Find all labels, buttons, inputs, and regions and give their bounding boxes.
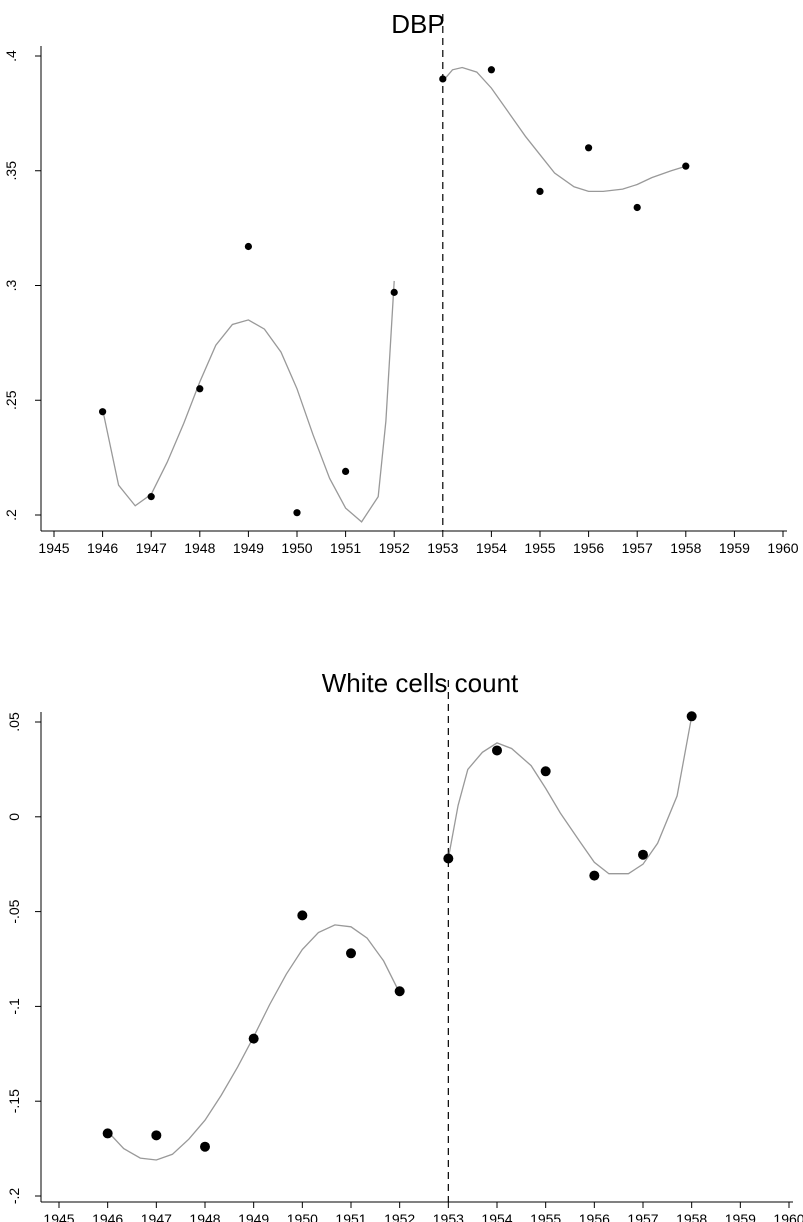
data-point bbox=[540, 766, 551, 777]
data-point bbox=[492, 745, 502, 756]
x-tick-label: 1951 bbox=[335, 1211, 366, 1222]
x-tick-label: 1948 bbox=[189, 1211, 220, 1222]
plot-area: 1945 1946 1947 1948 1949 1950 1951 1952 1953 1954… bbox=[3, 14, 799, 556]
data-point bbox=[342, 467, 350, 475]
y-tick-label: .4 bbox=[3, 50, 19, 62]
fit-line-pre bbox=[101, 280, 395, 523]
chart-title: White cells count bbox=[322, 668, 519, 698]
y-tick-label: -.05 bbox=[6, 899, 22, 923]
data-point bbox=[390, 288, 398, 296]
x-tick-label: 1953 bbox=[433, 1211, 464, 1222]
fit-line-post bbox=[442, 66, 686, 193]
y-tick-label: 0 bbox=[6, 813, 22, 821]
data-point bbox=[638, 849, 648, 860]
data-point bbox=[147, 493, 155, 501]
data-point bbox=[536, 187, 544, 196]
x-tick-label: 1955 bbox=[530, 1211, 561, 1222]
x-tick-label: 1956 bbox=[573, 540, 604, 556]
y-tick-label: -.15 bbox=[6, 1089, 22, 1113]
data-point bbox=[297, 910, 308, 921]
data-point bbox=[102, 1128, 113, 1139]
data-point bbox=[633, 203, 641, 212]
data-point bbox=[99, 408, 107, 416]
data-point bbox=[200, 1141, 210, 1152]
x-tick-label: 1959 bbox=[725, 1211, 756, 1222]
x-tick-label: 1949 bbox=[238, 1211, 269, 1222]
chart-title: DBP bbox=[391, 9, 444, 39]
x-tick-label: 1947 bbox=[141, 1211, 172, 1222]
x-tick-label: 1947 bbox=[136, 540, 167, 556]
x-tick-label: 1957 bbox=[627, 1211, 658, 1222]
x-tick-label: 1959 bbox=[719, 540, 750, 556]
data-point bbox=[487, 66, 495, 74]
x-tick-label: 1953 bbox=[427, 540, 458, 556]
x-tick-label: 1946 bbox=[87, 540, 118, 556]
x-tick-label: 1952 bbox=[379, 540, 410, 556]
plot-area: 1945 1946 1947 1948 1949 1950 1951 1952 1953 1954… bbox=[6, 680, 803, 1222]
data-point bbox=[443, 853, 454, 864]
y-tick-label: -.1 bbox=[6, 998, 22, 1015]
x-tick-label: 1960 bbox=[773, 1211, 803, 1222]
x-tick-label: 1945 bbox=[38, 540, 69, 556]
x-tick-label: 1950 bbox=[287, 1211, 318, 1222]
data-point bbox=[248, 1033, 259, 1044]
x-tick-label: 1951 bbox=[330, 540, 361, 556]
data-point bbox=[196, 385, 204, 393]
y-tick-label: .2 bbox=[3, 509, 19, 521]
x-tick-label: 1955 bbox=[524, 540, 555, 556]
data-point bbox=[686, 711, 697, 722]
data-point bbox=[439, 75, 447, 83]
y-tick-label: .3 bbox=[3, 279, 19, 291]
data-point bbox=[346, 948, 356, 959]
fit-line-post bbox=[447, 716, 693, 875]
x-tick-label: 1952 bbox=[384, 1211, 415, 1222]
y-tick-label: .35 bbox=[3, 161, 19, 181]
data-point bbox=[293, 509, 301, 517]
data-point bbox=[682, 162, 690, 170]
y-tick-label: .05 bbox=[6, 712, 22, 732]
x-tick-label: 1958 bbox=[676, 1211, 707, 1222]
white-cells-chart: White cells count 1945 1946 1947 1948 1949 19… bbox=[6, 668, 803, 1222]
x-tick-label: 1956 bbox=[579, 1211, 610, 1222]
x-tick-label: 1949 bbox=[233, 540, 264, 556]
y-tick-label: -.2 bbox=[6, 1188, 22, 1205]
data-point bbox=[589, 870, 600, 881]
x-tick-label: 1958 bbox=[670, 540, 701, 556]
x-tick-label: 1957 bbox=[622, 540, 653, 556]
x-tick-label: 1960 bbox=[767, 540, 798, 556]
x-tick-label: 1950 bbox=[281, 540, 312, 556]
y-tick-label: .25 bbox=[3, 390, 19, 410]
x-tick-label: 1954 bbox=[476, 540, 507, 556]
x-tick-label: 1945 bbox=[43, 1211, 74, 1222]
x-tick-label: 1946 bbox=[92, 1211, 123, 1222]
data-point bbox=[394, 986, 405, 997]
data-point bbox=[151, 1130, 162, 1141]
data-point bbox=[585, 144, 593, 152]
x-tick-label: 1954 bbox=[481, 1211, 512, 1222]
data-point bbox=[244, 242, 252, 251]
x-tick-label: 1948 bbox=[184, 540, 215, 556]
dbp-chart: DBP 1945 1946 1947 1948 1949 1950 1951 1952 1953… bbox=[3, 9, 799, 556]
